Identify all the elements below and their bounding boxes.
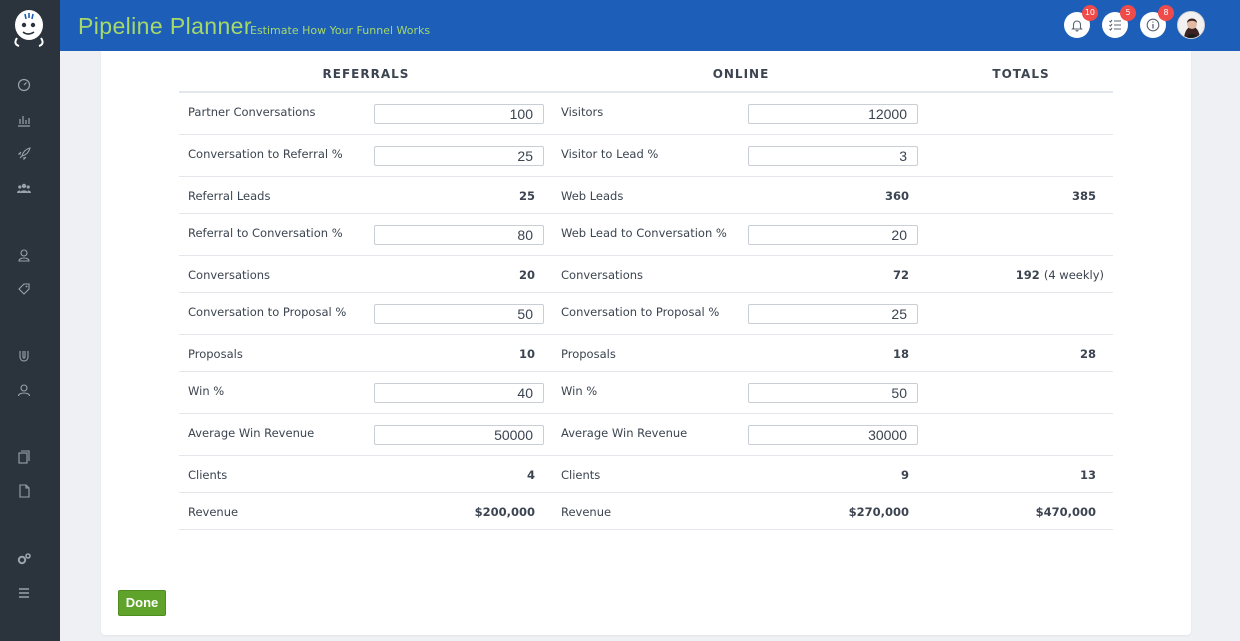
row-label: Conversation to Proposal % [188,305,347,319]
row-label: Referral Leads [188,189,271,203]
online-conversations-value: 72 [892,268,909,282]
column-header-totals: TOTALS [992,67,1050,81]
conversations-total-value: 192 [1015,268,1040,282]
table-row: Average Win Revenue Average Win Revenue [179,414,1113,456]
proposals-total-value: 28 [1079,347,1096,361]
table-row: Referral to Conversation % Web Lead to C… [179,214,1113,256]
notifications-button[interactable]: 10 [1064,5,1098,38]
info-icon [1146,18,1160,32]
contact-user-icon[interactable] [15,246,33,264]
row-label: Conversations [561,268,644,282]
pipeline-planner-card: REFERRALS ONLINE TOTALS Partner Conversa… [101,51,1191,635]
referral-to-conversation-input[interactable] [374,225,544,245]
info-badge: 8 [1158,5,1174,21]
referral-win-percent-input[interactable] [374,383,544,403]
table-row: Clients 4 Clients 9 13 [179,456,1113,493]
table-row: Revenue $200,000 Revenue $270,000 $470,0… [179,493,1113,530]
tasks-badge: 5 [1120,5,1136,21]
conversation-to-referral-input[interactable] [374,146,544,166]
row-label: Conversation to Referral % [188,147,343,161]
done-button[interactable]: Done [118,590,166,616]
row-label: Referral to Conversation % [188,226,343,240]
referral-conversations-value: 20 [518,268,535,282]
magnet-icon[interactable] [15,347,33,365]
row-label: Conversations [188,268,271,282]
table-row: Conversation to Proposal % Conversation … [179,293,1113,335]
conversations-total-cell: 192 (4 weekly) [984,268,1104,282]
referral-proposals-value: 10 [518,347,535,361]
row-label: Clients [188,468,228,482]
tasks-button[interactable]: 5 [1102,5,1136,38]
table-row: Conversation to Referral % Visitor to Le… [179,135,1113,177]
column-header-online: ONLINE [712,67,770,81]
table-row: Referral Leads 25 Web Leads 360 385 [179,177,1113,214]
table-row: Proposals 10 Proposals 18 28 [179,335,1113,372]
users-group-icon[interactable] [15,179,33,197]
online-average-win-revenue-input[interactable] [748,425,918,445]
column-header-referrals: REFERRALS [322,67,410,81]
row-label: Win % [188,384,225,398]
bell-icon [1071,20,1083,32]
online-clients-value: 9 [900,468,909,482]
tag-icon[interactable] [15,280,33,298]
web-leads-value: 360 [884,189,909,203]
row-label: Average Win Revenue [188,426,315,440]
row-label: Visitor to Lead % [561,147,659,161]
clients-total-value: 13 [1079,468,1096,482]
leads-total-value: 385 [1071,189,1096,203]
header-divider [179,91,1113,93]
row-label: Partner Conversations [188,105,316,119]
revenue-total-value: $470,000 [1035,505,1096,519]
row-label: Revenue [561,505,612,519]
online-revenue-value: $270,000 [848,505,909,519]
referral-average-win-revenue-input[interactable] [374,425,544,445]
user-icon[interactable] [15,381,33,399]
partner-conversations-input[interactable] [374,104,544,124]
row-label: Clients [561,468,601,482]
app-subtitle: Estimate How Your Funnel Works [250,24,431,37]
row-label: Visitors [561,105,604,119]
row-label: Web Leads [561,189,624,203]
visitor-to-lead-input[interactable] [748,146,918,166]
row-label: Proposals [561,347,616,361]
table-row: Win % Win % [179,372,1113,414]
row-label: Conversation to Proposal % [561,305,720,319]
referral-revenue-value: $200,000 [474,505,535,519]
app-title: Pipeline Planner [78,13,252,39]
checklist-icon [1109,19,1121,31]
table-row: Partner Conversations Visitors [179,93,1113,135]
documents-icon[interactable] [15,448,33,466]
settings-cogs-icon[interactable] [15,550,33,568]
visitors-input[interactable] [748,104,918,124]
conversations-weekly-note: (4 weekly) [1043,268,1104,282]
row-label: Average Win Revenue [561,426,688,440]
dashboard-gauge-icon[interactable] [15,76,33,94]
file-icon[interactable] [15,482,33,500]
online-conversation-to-proposal-input[interactable] [748,304,918,324]
row-label: Win % [561,384,598,398]
referral-conversation-to-proposal-input[interactable] [374,304,544,324]
bar-chart-icon[interactable] [15,111,33,129]
notifications-badge: 10 [1081,5,1098,21]
row-label: Web Lead to Conversation % [561,226,727,240]
rocket-icon[interactable] [15,145,33,163]
row-label: Proposals [188,347,243,361]
row-label: Revenue [188,505,239,519]
online-proposals-value: 18 [892,347,909,361]
online-win-percent-input[interactable] [748,383,918,403]
app-logo[interactable] [11,8,47,48]
info-button[interactable]: 8 [1140,5,1174,38]
top-header: Pipeline Planner Estimate How Your Funne… [60,0,1240,51]
menu-icon[interactable] [15,584,33,602]
web-lead-to-conversation-input[interactable] [748,225,918,245]
table-row: Conversations 20 Conversations 72 192 (4… [179,256,1113,293]
referral-leads-value: 25 [518,189,535,203]
referral-clients-value: 4 [526,468,535,482]
sidebar [0,0,60,641]
user-avatar[interactable] [1177,11,1205,39]
